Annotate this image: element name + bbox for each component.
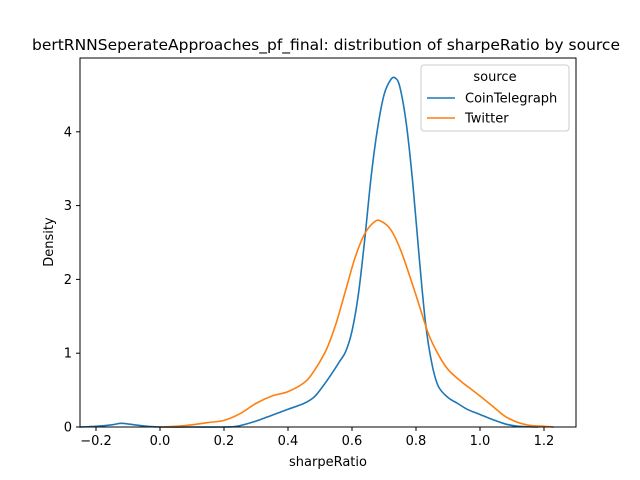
plot-area: [79, 57, 577, 428]
y-tick-label: 0: [64, 421, 72, 436]
legend-box: [420, 64, 570, 132]
x-axis: −0.2 0.0 0.2 0.4 0.6 0.8 1.0 1.2: [80, 427, 554, 449]
series-line-twitter: [159, 219, 555, 428]
y-axis-label: Density: [42, 217, 57, 267]
y-tick-label: 4: [64, 125, 72, 140]
chart-title: bertRNNSeperateApproaches_pf_final: dist…: [32, 36, 620, 55]
x-tick-label: 0.0: [150, 434, 171, 449]
plot-frame: [79, 57, 577, 428]
x-tick-label: 0.2: [214, 434, 235, 449]
x-tick-label: 0.8: [406, 434, 427, 449]
y-tick-label: 3: [64, 199, 72, 214]
legend-entries: CoinTelegraph Twitter: [427, 92, 557, 127]
x-tick-label: 0.4: [278, 434, 299, 449]
legend-label-cointelegraph: CoinTelegraph: [465, 92, 557, 107]
x-tick-label: 1.2: [534, 434, 555, 449]
legend-label-twitter: Twitter: [464, 112, 509, 127]
x-tick-label: 0.6: [342, 434, 363, 449]
legend: source CoinTelegraph Twitter: [420, 64, 570, 132]
y-axis: 0 1 2 3 4: [64, 125, 80, 436]
y-tick-label: 2: [64, 273, 72, 288]
x-axis-label: sharpeRatio: [289, 455, 367, 470]
x-tick-label: −0.2: [80, 434, 112, 449]
x-tick-label: 1.0: [470, 434, 491, 449]
legend-title: source: [473, 70, 516, 85]
y-tick-label: 1: [64, 347, 72, 362]
